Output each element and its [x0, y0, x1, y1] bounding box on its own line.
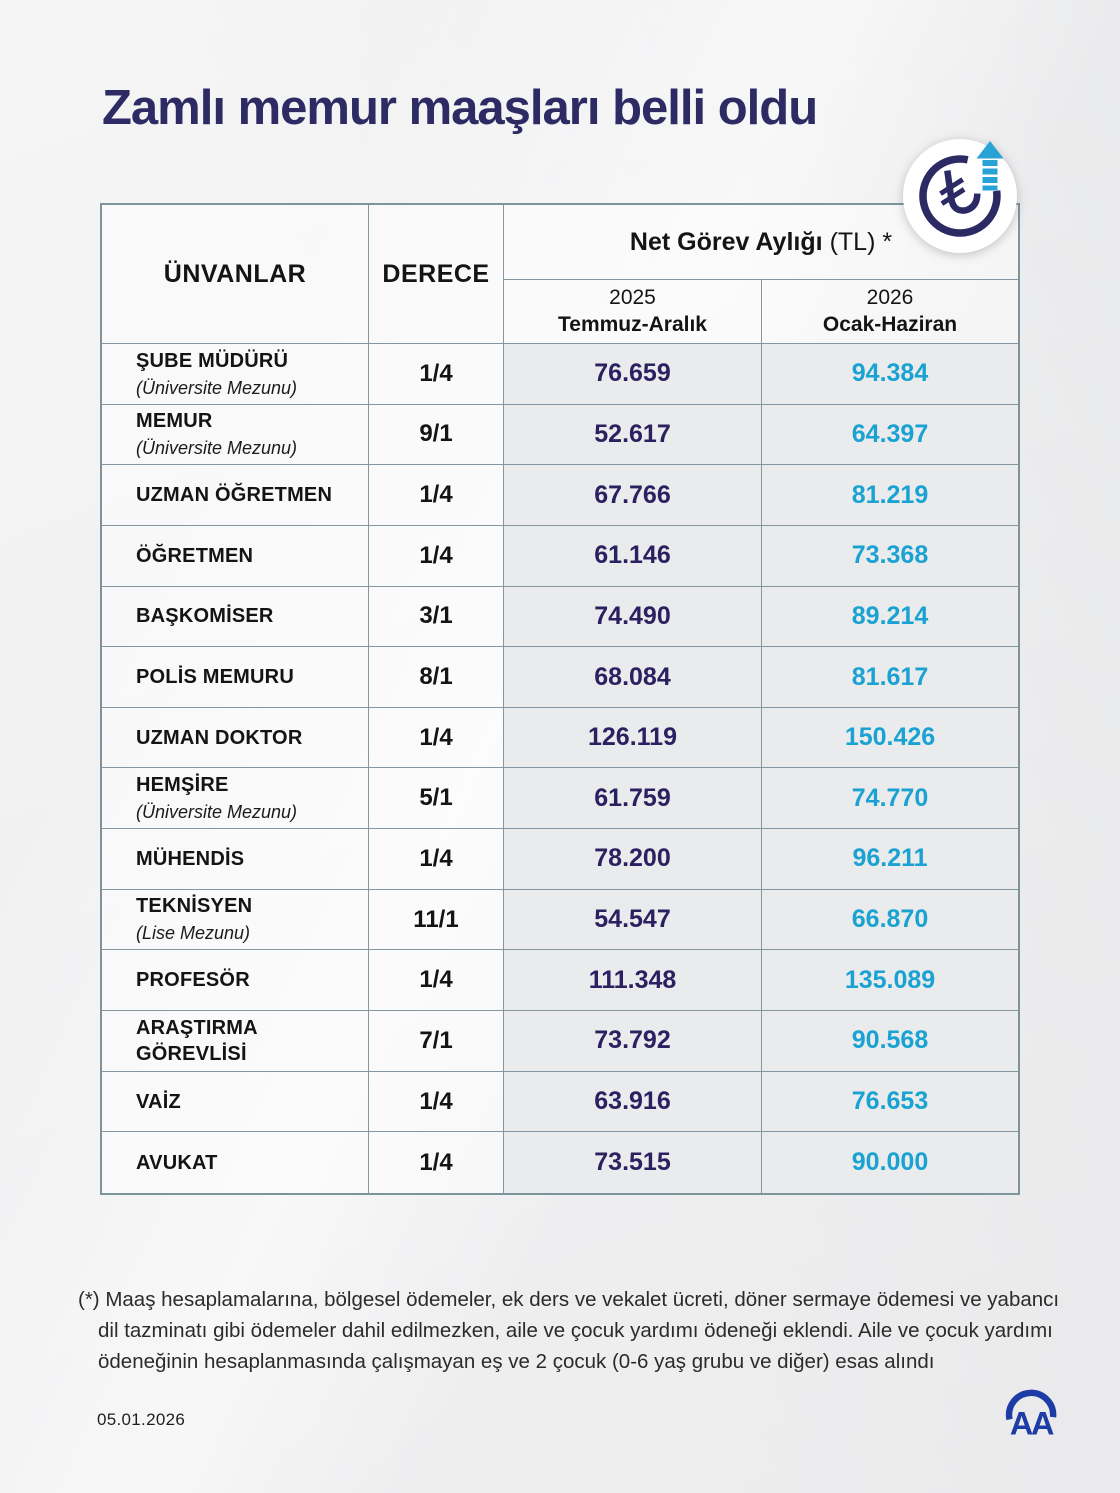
year-2025: 2025	[609, 286, 656, 310]
row-value-2026-cell: 94.384	[762, 344, 1018, 405]
row-derece-cell: 1/4	[369, 1071, 504, 1133]
row-value-2026-cell: 76.653	[762, 1071, 1018, 1133]
up-arrow-icon	[976, 141, 1004, 191]
row-value-2026-cell: 89.214	[762, 586, 1018, 648]
column-header-2026: 2026 Ocak-Haziran	[762, 280, 1018, 344]
row-value-2026-cell: 150.426	[762, 707, 1018, 769]
row-derece-cell: 8/1	[369, 647, 504, 708]
row-title: POLİS MEMURU	[136, 666, 294, 689]
row-derece-cell: 1/4	[369, 344, 504, 405]
table-row-title-cell: ŞUBE MÜDÜRÜ (Üniversite Mezunu)	[102, 344, 369, 405]
table-row-title-cell: BAŞKOMİSER	[102, 586, 369, 648]
row-value-2026-cell: 135.089	[762, 950, 1018, 1012]
row-title: UZMAN DOKTOR	[136, 726, 303, 749]
row-derece-cell: 1/4	[369, 829, 504, 890]
row-title: BAŞKOMİSER	[136, 605, 274, 628]
table-row-title-cell: MÜHENDİS	[102, 829, 369, 890]
row-value-2025-cell: 52.617	[504, 404, 762, 466]
row-value-2025-cell: 73.515	[504, 1132, 762, 1193]
row-value-2025-cell: 76.659	[504, 344, 762, 405]
table-row-title-cell: PROFESÖR	[102, 950, 369, 1012]
row-value-2026-cell: 64.397	[762, 404, 1018, 466]
net-header-main: Net Görev Aylığı	[629, 227, 823, 256]
svg-text:AA: AA	[1010, 1406, 1054, 1438]
row-title: MÜHENDİS	[136, 847, 245, 870]
salary-table: ÜNVANLAR DERECE Net Görev Aylığı (TL) * …	[100, 203, 1020, 1195]
table-row-title-cell: VAİZ	[102, 1071, 369, 1133]
row-title: AVUKAT	[136, 1151, 218, 1174]
column-header-2025: 2025 Temmuz-Aralık	[504, 280, 762, 344]
row-title: ARAŞTIRMA GÖREVLİSİ	[136, 1016, 258, 1065]
turkish-lira-glyph	[939, 170, 981, 214]
column-header-derece: DERECE	[369, 205, 504, 344]
table-row-title-cell: AVUKAT	[102, 1132, 369, 1193]
row-value-2026-cell: 90.568	[762, 1011, 1018, 1072]
column-header-unvanlar: ÜNVANLAR	[102, 205, 369, 344]
table-row-title-cell: UZMAN DOKTOR	[102, 707, 369, 769]
row-derece-cell: 1/4	[369, 950, 504, 1012]
row-derece-cell: 9/1	[369, 404, 504, 466]
row-value-2026-cell: 66.870	[762, 889, 1018, 951]
row-subtitle: (Üniversite Mezunu)	[136, 438, 298, 459]
row-title: VAİZ	[136, 1090, 181, 1113]
row-title: UZMAN ÖĞRETMEN	[136, 484, 333, 507]
row-title: ÖĞRETMEN	[136, 544, 254, 567]
table-row-title-cell: ARAŞTIRMA GÖREVLİSİ	[102, 1011, 369, 1072]
row-title: HEMŞİRE	[136, 774, 229, 797]
lira-increase-icon	[898, 134, 1022, 258]
row-derece-cell: 1/4	[369, 465, 504, 526]
table-row-title-cell: HEMŞİRE (Üniversite Mezunu)	[102, 768, 369, 830]
row-title: ŞUBE MÜDÜRÜ	[136, 349, 289, 372]
row-value-2025-cell: 73.792	[504, 1011, 762, 1072]
row-derece-cell: 1/4	[369, 525, 504, 587]
row-value-2025-cell: 54.547	[504, 889, 762, 951]
date-label: 05.01.2026	[97, 1410, 186, 1429]
aa-agency-logo: AA	[1002, 1380, 1060, 1438]
row-subtitle: (Üniversite Mezunu)	[136, 377, 298, 398]
row-value-2026-cell: 81.219	[762, 465, 1018, 526]
row-derece-cell: 7/1	[369, 1011, 504, 1072]
row-value-2025-cell: 126.119	[504, 707, 762, 769]
row-value-2026-cell: 73.368	[762, 525, 1018, 587]
row-derece-cell: 11/1	[369, 889, 504, 951]
row-title: PROFESÖR	[136, 969, 250, 992]
table-row-title-cell: TEKNİSYEN (Lise Mezunu)	[102, 889, 369, 951]
row-title: TEKNİSYEN	[136, 895, 253, 918]
page-title: Zamlı memur maaşları belli oldu	[102, 81, 818, 135]
row-value-2026-cell: 90.000	[762, 1132, 1018, 1193]
row-value-2025-cell: 61.146	[504, 525, 762, 587]
row-subtitle: (Lise Mezunu)	[136, 923, 251, 944]
row-derece-cell: 5/1	[369, 768, 504, 830]
row-derece-cell: 1/4	[369, 1132, 504, 1193]
column-header-net-gorev-ayligi: Net Görev Aylığı (TL) *	[504, 205, 1018, 280]
row-value-2025-cell: 67.766	[504, 465, 762, 526]
row-value-2025-cell: 78.200	[504, 829, 762, 890]
row-value-2025-cell: 61.759	[504, 768, 762, 830]
table-row-title-cell: MEMUR (Üniversite Mezunu)	[102, 404, 369, 466]
row-derece-cell: 3/1	[369, 586, 504, 648]
footnote: (*) Maaş hesaplamalarına, bölgesel ödeme…	[78, 1287, 1060, 1373]
row-value-2026-cell: 74.770	[762, 768, 1018, 830]
row-value-2025-cell: 74.490	[504, 586, 762, 648]
period-2025: Temmuz-Aralık	[558, 312, 707, 336]
row-value-2026-cell: 81.617	[762, 647, 1018, 708]
table-row-title-cell: ÖĞRETMEN	[102, 525, 369, 587]
row-subtitle: (Üniversite Mezunu)	[136, 802, 298, 823]
row-derece-cell: 1/4	[369, 707, 504, 769]
table-row-title-cell: UZMAN ÖĞRETMEN	[102, 465, 369, 526]
row-value-2025-cell: 68.084	[504, 647, 762, 708]
period-2026: Ocak-Haziran	[822, 312, 958, 336]
row-value-2025-cell: 63.916	[504, 1071, 762, 1133]
year-2026: 2026	[866, 286, 914, 310]
net-header-suffix: (TL) *	[829, 227, 893, 256]
row-title: MEMUR	[136, 410, 213, 433]
table-row-title-cell: POLİS MEMURU	[102, 647, 369, 708]
row-value-2026-cell: 96.211	[762, 829, 1018, 890]
row-value-2025-cell: 111.348	[504, 950, 762, 1012]
